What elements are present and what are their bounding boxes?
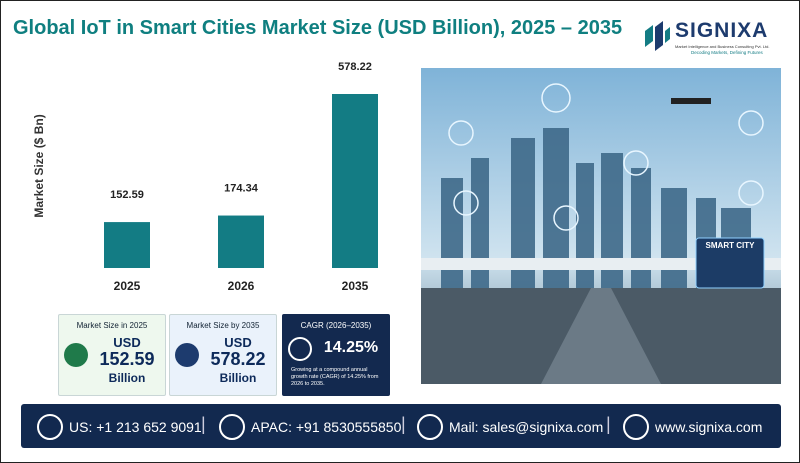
separator: | [201, 414, 206, 434]
card-title: Market Size by 2035 [186, 321, 260, 330]
logo-motto: Decoding Markets, Defining Futures [691, 50, 763, 55]
x-tick-label: 2025 [114, 279, 141, 293]
title: Global IoT in Smart Cities Market Size (… [13, 17, 623, 39]
y-axis-label: Market Size ($ Bn) [32, 114, 46, 217]
footer-text: APAC: +91 8530555850 [251, 419, 402, 435]
card-currency: USD [224, 335, 252, 350]
card-icon [288, 337, 312, 361]
value-label: 578.22 [338, 61, 372, 73]
card-icon [175, 343, 199, 367]
card-currency: USD [113, 335, 141, 350]
card-2025: Market Size in 2025 USD 152.59 Billion [58, 314, 166, 396]
card-unit: Billion [219, 371, 257, 385]
footer-text: US: +1 213 652 9091 [69, 419, 202, 435]
card-2035: Market Size by 2035 USD 578.22 Billion [169, 314, 277, 396]
separator: | [606, 414, 611, 434]
card-value: 578.22 [210, 349, 266, 369]
footer-item: APAC: +91 8530555850 [219, 414, 401, 440]
bar [332, 94, 378, 268]
bar [218, 215, 264, 268]
footer-item: www.signixa.com [623, 414, 762, 440]
smart-city-image: SMART CITY [421, 68, 781, 384]
x-tick-label: 2026 [228, 279, 255, 293]
logo-name: SIGNIXA [675, 19, 769, 42]
card-icon [64, 343, 88, 367]
separator: | [401, 414, 406, 434]
logo-tagline: Market Intelligence and Business Consult… [675, 44, 770, 49]
logo: SIGNIXA Market Intelligence and Business… [641, 15, 791, 65]
card-title: Market Size in 2025 [76, 321, 148, 330]
footer-text: www.signixa.com [655, 419, 763, 435]
footer-item: Mail: sales@signixa.com [417, 414, 603, 440]
logo-icon [645, 21, 670, 51]
chart: Market Size ($ Bn) 152.59 2025 174.34 2026 5… [32, 61, 378, 293]
footer-item: US: +1 213 652 9091 [37, 414, 202, 440]
card-unit: Billion [108, 371, 146, 385]
value-label: 152.59 [110, 189, 144, 201]
card-title: CAGR (2026–2035) [300, 321, 372, 330]
card-value: 14.25% [323, 339, 379, 356]
footer: US: +1 213 652 9091 | APAC: +91 85305558… [21, 404, 781, 448]
bar [104, 222, 150, 268]
image-label: SMART CITY [706, 241, 756, 250]
card-note: Growing at a compound annual growth rate… [291, 367, 379, 387]
card-value: 152.59 [99, 349, 155, 369]
value-label: 174.34 [224, 183, 259, 195]
card-cagr: CAGR (2026–2035) 14.25% Growing at a com… [282, 314, 390, 396]
x-tick-label: 2035 [342, 279, 369, 293]
footer-text: Mail: sales@signixa.com [449, 419, 604, 435]
